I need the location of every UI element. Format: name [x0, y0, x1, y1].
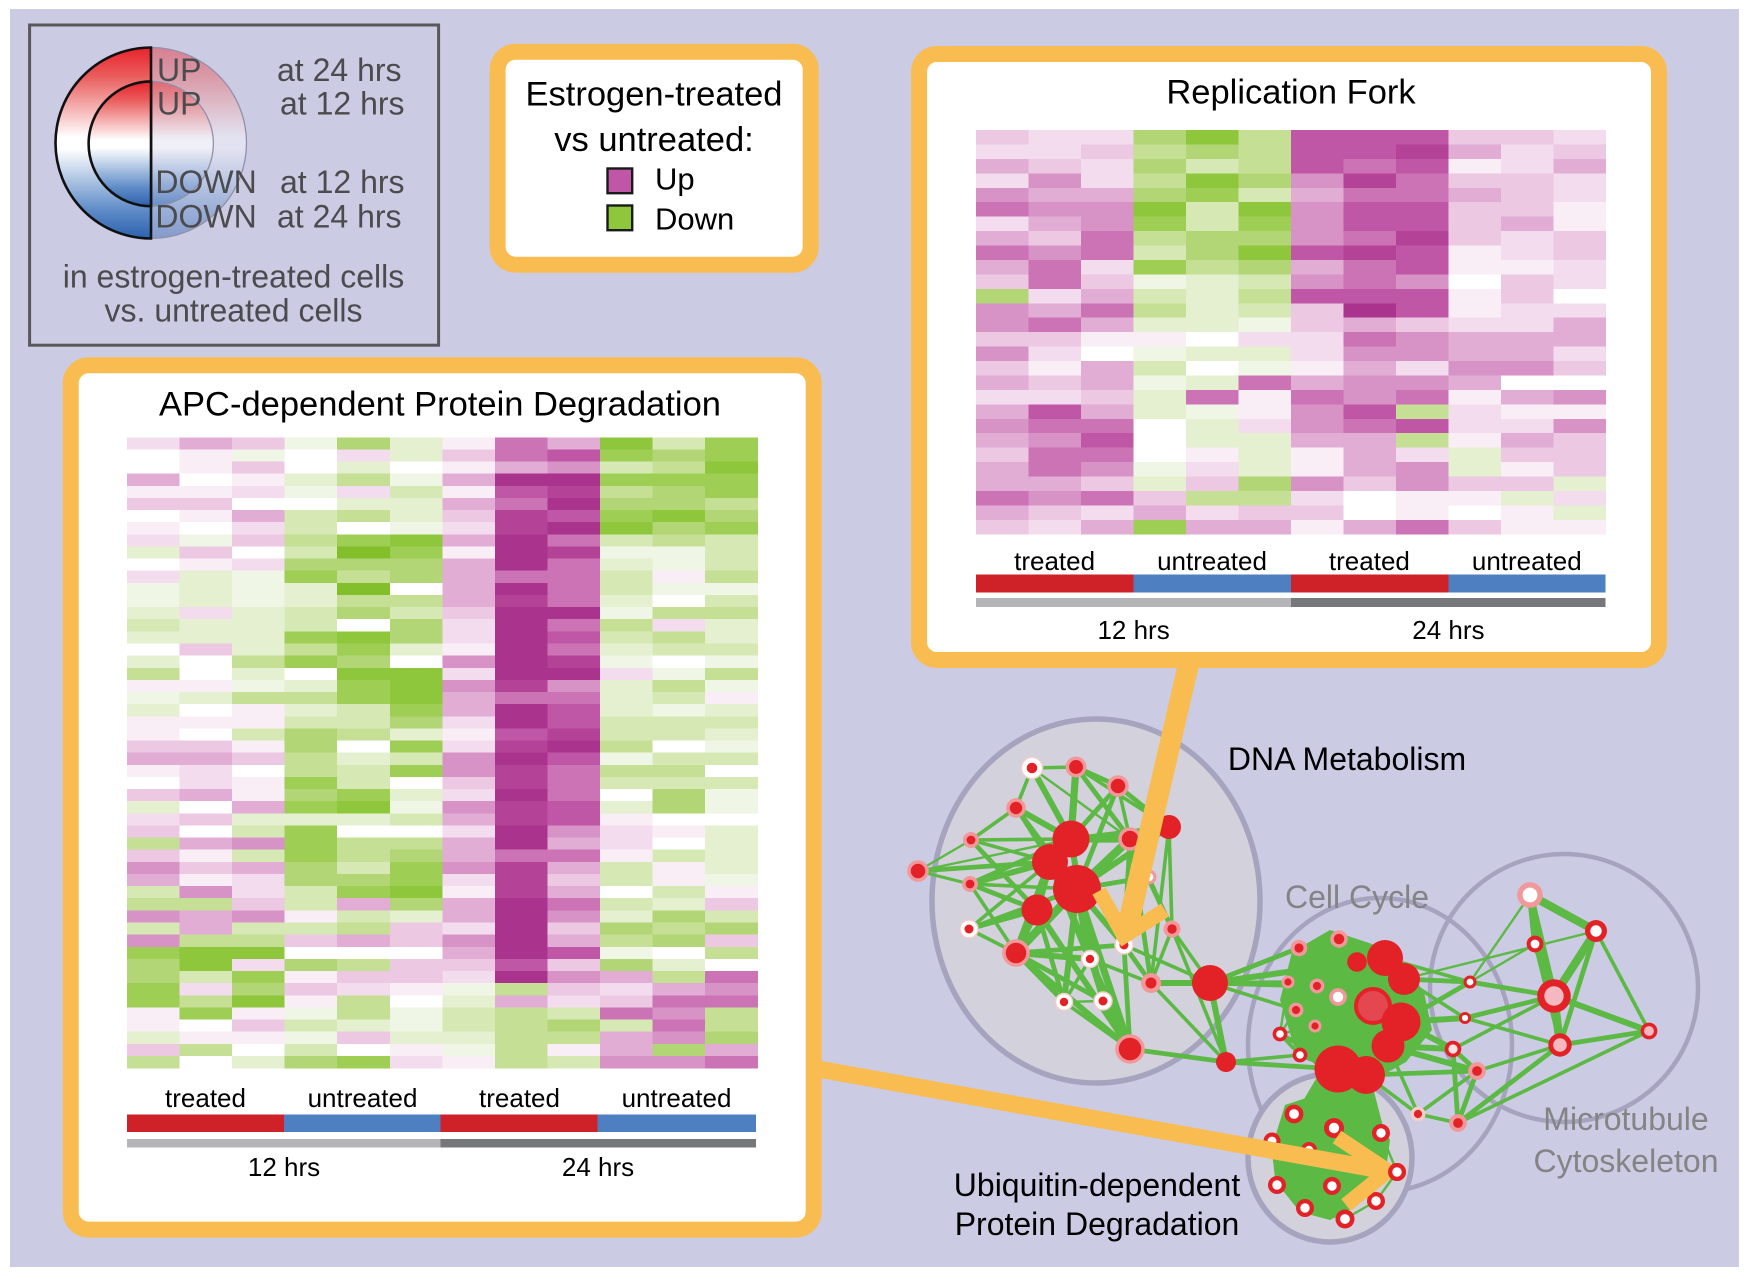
svg-text:in estrogen-treated cells: in estrogen-treated cells: [63, 258, 405, 294]
svg-text:Cell Cycle: Cell Cycle: [1285, 879, 1429, 915]
svg-text:at 24 hrs: at 24 hrs: [277, 199, 402, 235]
svg-text:at 12 hrs: at 12 hrs: [280, 85, 405, 121]
svg-text:Up: Up: [655, 162, 695, 197]
svg-text:Replication Fork: Replication Fork: [1166, 74, 1416, 112]
svg-text:UP: UP: [157, 52, 201, 88]
svg-text:untreated: untreated: [1157, 546, 1267, 576]
svg-text:untreated: untreated: [1472, 546, 1582, 576]
svg-text:untreated: untreated: [308, 1083, 418, 1113]
svg-text:untreated: untreated: [622, 1083, 732, 1113]
svg-text:treated: treated: [165, 1083, 246, 1113]
svg-text:DOWN: DOWN: [155, 199, 256, 235]
svg-text:Cytoskeleton: Cytoskeleton: [1534, 1143, 1719, 1179]
svg-text:treated: treated: [479, 1083, 560, 1113]
svg-text:UP: UP: [157, 85, 201, 121]
svg-text:DNA Metabolism: DNA Metabolism: [1228, 741, 1466, 777]
svg-text:vs. untreated cells: vs. untreated cells: [105, 293, 363, 329]
svg-text:vs untreated:: vs untreated:: [554, 121, 753, 159]
svg-text:at 12 hrs: at 12 hrs: [280, 164, 405, 200]
svg-text:24 hrs: 24 hrs: [562, 1152, 634, 1182]
svg-text:Protein Degradation: Protein Degradation: [955, 1206, 1240, 1242]
svg-text:at 24 hrs: at 24 hrs: [277, 52, 402, 88]
svg-text:Microtubule: Microtubule: [1543, 1101, 1708, 1137]
svg-text:12 hrs: 12 hrs: [248, 1152, 320, 1182]
svg-text:treated: treated: [1014, 546, 1095, 576]
svg-text:Down: Down: [655, 202, 734, 237]
svg-text:APC-dependent Protein Degradat: APC-dependent Protein Degradation: [159, 386, 721, 424]
svg-text:Estrogen-treated: Estrogen-treated: [526, 76, 783, 114]
svg-text:24 hrs: 24 hrs: [1412, 615, 1484, 645]
svg-text:DOWN: DOWN: [155, 164, 256, 200]
svg-text:treated: treated: [1329, 546, 1410, 576]
svg-text:12 hrs: 12 hrs: [1097, 615, 1169, 645]
svg-text:Ubiquitin-dependent: Ubiquitin-dependent: [954, 1167, 1241, 1203]
